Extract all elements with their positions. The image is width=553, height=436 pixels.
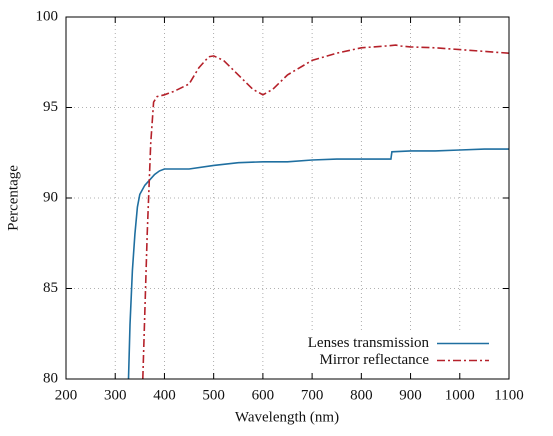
x-tick-label: 200	[55, 387, 78, 403]
x-tick-label: 1000	[445, 387, 475, 403]
legend-label: Lenses transmission	[308, 335, 430, 351]
legend-box	[269, 331, 501, 371]
y-tick-label: 85	[43, 280, 58, 296]
x-tick-label: 1100	[494, 387, 523, 403]
x-tick-label: 400	[153, 387, 176, 403]
plot-frame	[65, 16, 510, 380]
x-tick-label: 700	[301, 387, 324, 403]
y-tick-label: 80	[43, 370, 58, 386]
x-tick-label: 600	[252, 387, 275, 403]
legend-label: Mirror reflectance	[319, 352, 429, 368]
x-tick-label: 500	[202, 387, 225, 403]
x-axis-label: Wavelength (nm)	[235, 409, 339, 425]
data-line	[142, 44, 509, 379]
x-tick-label: 900	[399, 387, 422, 403]
x-tick-label: 800	[350, 387, 373, 403]
y-axis-label: Percentage	[5, 165, 21, 231]
y-tick-label: 95	[43, 99, 58, 115]
y-tick-label: 100	[36, 8, 59, 24]
x-tick-label: 300	[104, 387, 127, 403]
data-line	[127, 148, 509, 379]
y-tick-label: 90	[43, 189, 58, 205]
